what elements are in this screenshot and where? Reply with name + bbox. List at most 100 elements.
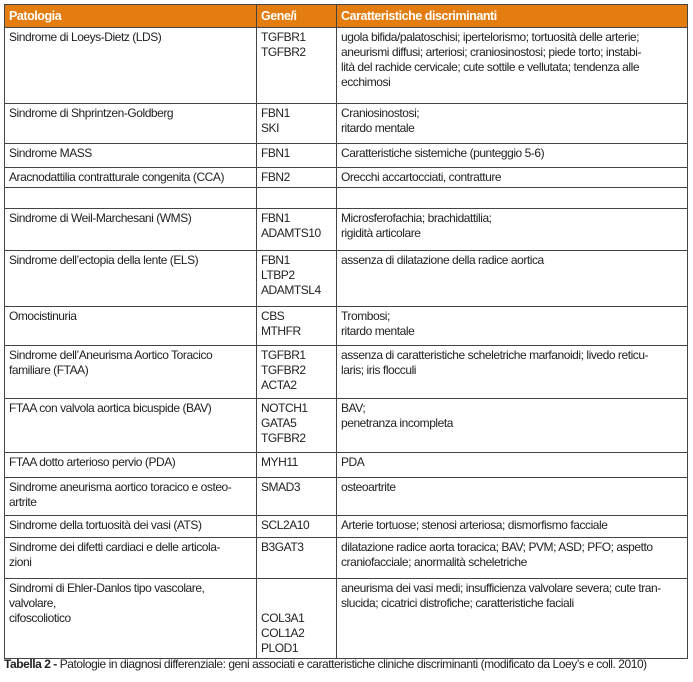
cell-line: TGFBR1 [261, 348, 306, 362]
cell-line: Sindrome di Weil-Marchesani (WMS) [9, 211, 192, 225]
geni-cell: FBN1 SKI [256, 103, 337, 144]
cell-line: FTAA con valvola aortica bicuspide (BAV) [9, 401, 212, 415]
cell-line [341, 190, 683, 205]
differential-diagnosis-table: Patologia Gene/i Caratteristiche discrim… [4, 4, 688, 659]
cell-line: lità del rachide cervicale; cute sottile… [341, 60, 640, 74]
table-row: Sindromi di Ehler-Danlos tipo vascolare,… [4, 578, 688, 659]
cell-line: TGFBR2 [261, 431, 306, 445]
patologia-cell: Sindrome MASS [4, 143, 257, 168]
caratteristiche-cell: Arterie tortuose; stenosi arteriosa; dis… [336, 515, 688, 538]
cell-line: TGFBR2 [261, 363, 306, 377]
header-geni: Gene/i [256, 4, 337, 28]
cell-line: Aracnodattilia contratturale congenita (… [9, 170, 224, 184]
geni-cell: FBN1 [256, 143, 337, 168]
patologia-cell: Sindrome di Loeys-Dietz (LDS) [4, 27, 257, 104]
cell-line: Microsferofachia; brachidattilia; [341, 211, 492, 225]
cell-line: ecchimosi [341, 75, 391, 89]
table-row: Sindrome dell’ectopia della lente (ELS) F… [4, 250, 688, 307]
patologia-cell: Sindrome della tortuosità dei vasi (ATS) [4, 515, 257, 538]
caratteristiche-cell: ugola bifida/palatoschisi; ipertelorismo… [336, 27, 688, 104]
cell-line: PDA [341, 455, 365, 469]
geni-cell: COL3A1 COL1A2 PLOD1 [256, 578, 337, 659]
cell-line: cifoscoliotico [9, 611, 71, 625]
patologia-cell: Sindrome di Weil-Marchesani (WMS) [4, 208, 257, 251]
header-patologia: Patologia [4, 4, 257, 28]
cell-line: ADAMTSL4 [261, 283, 321, 297]
patologia-cell: FTAA dotto arterioso pervio (PDA) [4, 452, 257, 478]
cell-line [9, 190, 252, 205]
cell-line: osteoartrite [341, 480, 396, 494]
table-row: Sindrome di Weil-Marchesani (WMS) FBN1 ADA… [4, 208, 688, 251]
cell-line: rigidità articolare [341, 226, 421, 240]
cell-line: Sindrome dell’Aneurisma Aortico Toracico [9, 348, 213, 362]
cell-line: Sindrome aneurisma aortico toracico e os… [9, 480, 232, 494]
caratteristiche-cell: aneurisma dei vasi medi; insufficienza v… [336, 578, 688, 659]
patologia-cell: Omocistinuria [4, 306, 257, 346]
cell-line: valvolare, [9, 596, 56, 610]
cell-line: SCL2A10 [261, 518, 310, 532]
caption-text: Patologie in diagnosi differenziale: gen… [56, 657, 647, 671]
geni-cell: FBN1 LTBP2 ADAMTSL4 [256, 250, 337, 307]
patologia-cell: FTAA con valvola aortica bicuspide (BAV) [4, 398, 257, 453]
cell-line: FBN1 [261, 146, 290, 160]
cell-line: laris; iris flocculi [341, 363, 417, 377]
cell-line: TGFBR2 [261, 45, 306, 59]
table-row: FTAA dotto arterioso pervio (PDA) MYH11 PD… [4, 452, 688, 478]
patologia-cell: Sindrome dell’ectopia della lente (ELS) [4, 250, 257, 307]
cell-line: FBN1 [261, 253, 290, 267]
cell-line: CBS [261, 309, 285, 323]
cell-line: ACTA2 [261, 378, 297, 392]
cell-line: B3GAT3 [261, 540, 304, 554]
caratteristiche-cell: Orecchi accartocciati, contratture [336, 167, 688, 188]
table-row: Sindrome aneurisma aortico toracico e os… [4, 477, 688, 516]
geni-cell: FBN2 [256, 167, 337, 188]
cell-line: Arterie tortuose; stenosi arteriosa; dis… [341, 518, 608, 532]
cell-line: ADAMTS10 [261, 226, 321, 240]
cell-line: penetranza incompleta [341, 416, 453, 430]
cell-line: Craniosinostosi; [341, 106, 420, 120]
caratteristiche-cell: assenza di dilatazione della radice aort… [336, 250, 688, 307]
patologia-cell: Sindrome dei difetti cardiaci e delle ar… [4, 537, 257, 579]
cell-line: FBN1 [261, 106, 290, 120]
cell-line: aneurismi diffusi; arteriosi; craniosino… [341, 45, 641, 59]
cell-line: LTBP2 [261, 268, 295, 282]
caratteristiche-cell: dilatazione radice aorta toracica; BAV; … [336, 537, 688, 579]
patologia-cell: Sindrome dell’Aneurisma Aortico Toracico… [4, 345, 257, 399]
cell-line: dilatazione radice aorta toracica; BAV; … [341, 540, 653, 554]
geni-cell: SCL2A10 [256, 515, 337, 538]
patologia-cell: Sindrome aneurisma aortico toracico e os… [4, 477, 257, 516]
cell-line: SKI [261, 121, 279, 135]
cell-line: FTAA dotto arterioso pervio (PDA) [9, 455, 176, 469]
caratteristiche-cell: PDA [336, 452, 688, 478]
cell-line [261, 596, 332, 611]
cell-line: ritardo mentale [341, 324, 415, 338]
cell-line: assenza di dilatazione della radice aort… [341, 253, 544, 267]
caratteristiche-cell: Craniosinostosi; ritardo mentale [336, 103, 688, 144]
cell-line: Sindromi di Ehler-Danlos tipo vascolare, [9, 581, 205, 595]
caratteristiche-cell: osteoartrite [336, 477, 688, 516]
cell-line: FBN1 [261, 211, 290, 225]
cell-line: assenza di caratteristiche scheletriche … [341, 348, 649, 362]
table-row: Sindrome dei difetti cardiaci e delle ar… [4, 537, 688, 579]
patologia-cell: Sindrome di Shprintzen-Goldberg [4, 103, 257, 144]
geni-cell: TGFBR1 TGFBR2 [256, 27, 337, 104]
table-row: Omocistinuria CBS MTHFR Trombosi; ritardo me… [4, 306, 688, 346]
cell-line: FBN2 [261, 170, 290, 184]
cell-line: NOTCH1 [261, 401, 308, 415]
cell-line: ugola bifida/palatoschisi; ipertelorismo… [341, 30, 640, 44]
cell-line: BAV; [341, 401, 366, 415]
caratteristiche-cell: BAV; penetranza incompleta [336, 398, 688, 453]
cell-line: Sindrome di Shprintzen-Goldberg [9, 106, 174, 120]
patologia-cell: Sindromi di Ehler-Danlos tipo vascolare,… [4, 578, 257, 659]
caratteristiche-cell: assenza di caratteristiche scheletriche … [336, 345, 688, 399]
cell-line: ritardo mentale [341, 121, 415, 135]
cell-line: COL3A1 [261, 611, 305, 625]
geni-cell: B3GAT3 [256, 537, 337, 579]
geni-cell [256, 187, 337, 209]
geni-cell: CBS MTHFR [256, 306, 337, 346]
cell-line: GATA5 [261, 416, 297, 430]
header-caratteristiche: Caratteristiche discriminanti [336, 4, 688, 28]
cell-line: artrite [9, 495, 37, 509]
table-row [4, 187, 688, 209]
caratteristiche-cell: Microsferofachia; brachidattilia; rigidit… [336, 208, 688, 251]
